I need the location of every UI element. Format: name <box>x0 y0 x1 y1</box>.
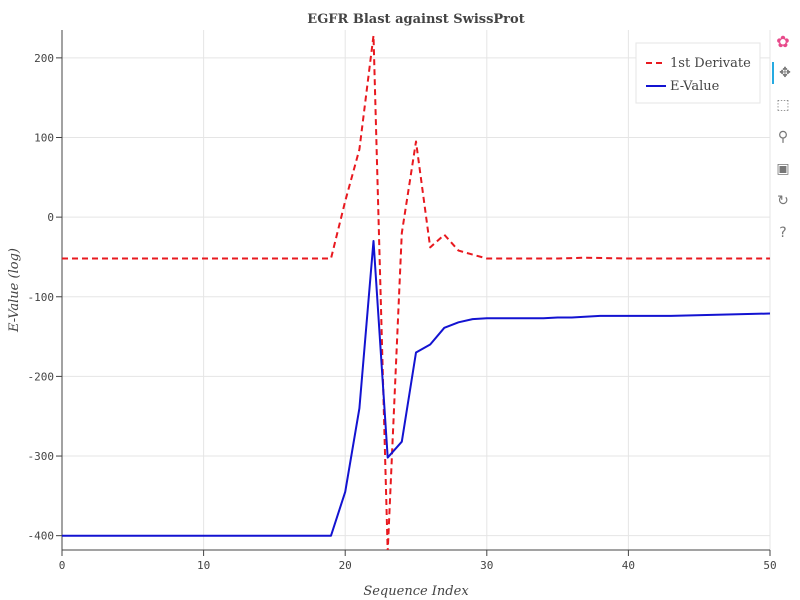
help-icon[interactable]: ? <box>779 225 787 241</box>
plot-background <box>62 30 770 550</box>
legend: 1st Derivate E-Value <box>635 42 761 104</box>
legend-label: E-Value <box>670 79 720 94</box>
y-tick-label: 0 <box>47 211 54 224</box>
y-tick-label: -200 <box>28 370 55 383</box>
legend-box <box>635 42 761 104</box>
box-zoom-icon[interactable]: ⬚ <box>776 97 790 113</box>
y-axis-title: E-Value (log) <box>7 248 22 333</box>
x-tick-label: 40 <box>622 559 635 572</box>
x-tick-label: 50 <box>763 559 776 572</box>
pan-icon[interactable]: ✥ <box>772 62 796 84</box>
x-tick-label: 20 <box>339 559 352 572</box>
x-tick-label: 30 <box>480 559 493 572</box>
legend-label: 1st Derivate <box>670 56 751 71</box>
x-tick-label: 0 <box>59 559 66 572</box>
y-tick-label: -300 <box>28 450 55 463</box>
wheel-zoom-icon[interactable]: ⚲ <box>777 129 789 145</box>
axes: 0 10 20 30 40 50 -400 -300 -200 -100 0 100 200 <box>28 30 777 572</box>
y-tick-label: -100 <box>28 291 55 304</box>
series-line-e-value <box>62 240 770 537</box>
y-tick-label: -400 <box>28 530 55 543</box>
toolbar: ✿ ✥ ⬚ ⚲ ▣ ↻? <box>772 30 798 254</box>
y-tick-label: 200 <box>34 52 54 65</box>
x-axis-title: Sequence Index <box>363 584 469 599</box>
bokeh-logo-icon: ✿ <box>776 31 790 51</box>
y-tick-label: 100 <box>34 132 54 145</box>
reset-icon[interactable]: ↻ <box>777 193 789 209</box>
series-line-first-derivate <box>62 34 770 550</box>
save-icon[interactable]: ▣ <box>776 161 790 177</box>
series-layer <box>62 34 770 550</box>
x-tick-label: 10 <box>197 559 210 572</box>
chart-title: EGFR Blast against SwissProt <box>307 12 524 27</box>
